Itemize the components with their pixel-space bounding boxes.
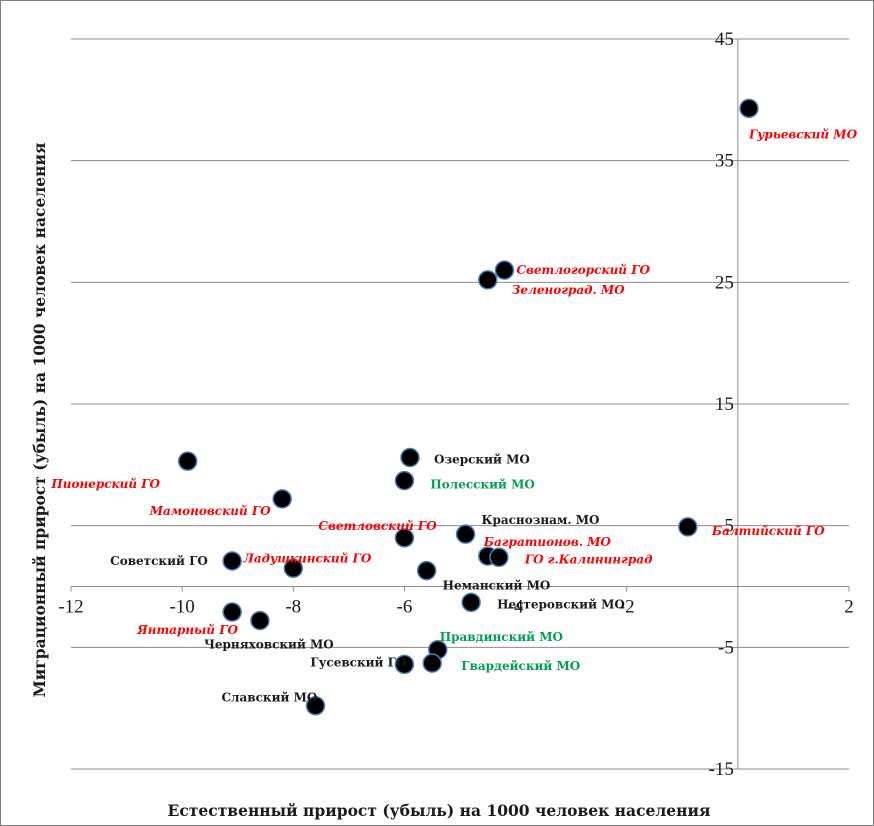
x-tick-label: 2: [844, 597, 854, 618]
data-point: [678, 517, 698, 537]
data-point: [305, 695, 326, 716]
point-label: Янтарный ГО: [136, 623, 238, 637]
point-label: Советский ГО: [110, 554, 208, 568]
data-point: [394, 654, 415, 675]
data-point: [394, 528, 415, 548]
y-tick-label: 25: [715, 272, 734, 293]
point-label: Багратионов. МО: [483, 535, 612, 549]
point-label: Озерский МО: [434, 453, 530, 467]
point-label: Светлогорский ГО: [516, 263, 650, 277]
point-label: Балтийский ГО: [711, 524, 825, 538]
data-point: [394, 470, 415, 491]
y-axis-title: Миграционный прирост (убыль) на 1000 чел…: [30, 143, 49, 698]
point-label: Полесский МО: [430, 478, 534, 492]
x-tick-label: -6: [397, 597, 413, 618]
point-label: Гвардейский МО: [461, 659, 580, 673]
point-label: Краснознам. МО: [482, 513, 600, 527]
data-point: [455, 524, 476, 544]
y-tick-label: 15: [715, 394, 734, 415]
data-point: [283, 558, 304, 578]
data-point: [461, 592, 481, 613]
point-label: Пионерский ГО: [50, 477, 160, 491]
point-label: Зеленоград. МО: [512, 283, 625, 297]
data-point: [222, 551, 242, 571]
y-tick-label: 45: [715, 29, 734, 50]
y-tick-label: 5: [724, 516, 734, 537]
y-tick-label: -5: [718, 637, 734, 658]
data-point: [250, 610, 270, 631]
x-tick-label: -12: [58, 597, 83, 618]
x-tick-label: -8: [285, 597, 301, 618]
data-point: [222, 602, 242, 622]
data-point: [494, 260, 515, 280]
point-label: Славский МО: [222, 691, 318, 705]
point-label: Правдинский МО: [440, 630, 563, 644]
point-label: ГО г.Калининград: [524, 552, 653, 566]
data-point: [422, 653, 442, 673]
x-axis-title: Естественный прирост (убыль) на 1000 чел…: [168, 801, 711, 820]
x-tick-labels: -12 -10 -8 -6 -4 -2 2: [58, 597, 853, 618]
point-labels: Гурьевский МО Светлогорский ГО Зеленоград.…: [50, 127, 857, 704]
point-label: Черняховский МО: [204, 638, 334, 652]
point-label: Нестеровский МО: [497, 597, 625, 611]
gridlines: [71, 38, 849, 770]
data-point: [489, 547, 509, 568]
x-tick-label: -4: [508, 597, 524, 618]
data-points: [177, 98, 759, 716]
x-tick-label: -2: [619, 597, 635, 618]
data-point: [478, 270, 498, 290]
data-point: [416, 560, 437, 581]
point-label: Светловский ГО: [318, 519, 437, 533]
point-label: Гурьевский МО: [748, 127, 858, 141]
point-label: Мамоновский ГО: [149, 504, 271, 518]
data-point: [400, 447, 420, 468]
point-label: Неманский МО: [443, 579, 551, 593]
axes: [70, 39, 850, 769]
y-tick-label: -15: [709, 759, 734, 780]
y-tick-label: 35: [715, 151, 734, 172]
x-tick-label: -10: [169, 597, 194, 618]
data-point: [272, 489, 292, 509]
data-point: [177, 451, 198, 471]
y-tick-labels: 45 35 25 15 5 -5 -15: [709, 29, 734, 780]
point-label: Ладушкинский ГО: [242, 551, 372, 565]
data-point: [739, 98, 759, 119]
point-label: Гусевский ГО: [310, 655, 406, 669]
